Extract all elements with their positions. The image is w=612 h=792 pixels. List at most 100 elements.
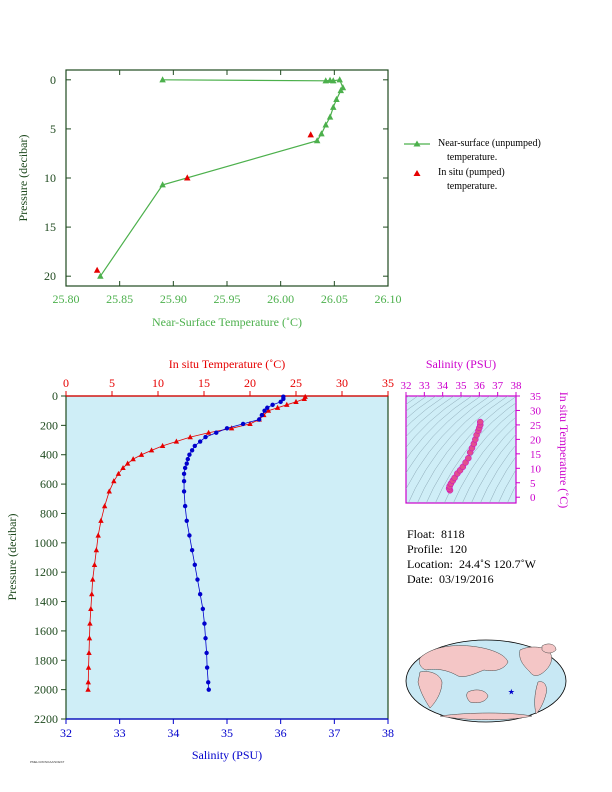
salinity-point [265,405,270,410]
salinity-point [182,465,188,471]
salinity-tick-label: 33 [114,726,126,740]
temperature-point [93,547,100,553]
temperature-point [247,420,253,426]
top-x-tick-label: 25.90 [160,292,187,306]
top-y-tick-label: 0 [50,73,56,87]
temperature-point [85,664,92,670]
temperature-point [124,460,131,466]
unpumped-temperature-point [159,76,166,83]
salinity-point [204,665,210,670]
temperature-point [106,488,112,494]
salinity-point [189,448,195,453]
unpumped-temperature-point [337,87,345,94]
ts-density-contour [406,396,491,490]
pumped-temperature-point [307,131,314,138]
profile-chart: 0 5 10 15 20 25 30 35 32 33 34 35 36 37 38 0 200 400 600… [5,357,394,762]
ts-y-tick-label: 10 [530,463,542,475]
temperature-point [91,561,98,567]
salinity-point [202,621,207,626]
ts-y-tick-label: 15 [530,449,542,461]
temperature-point [159,442,166,449]
top-x-tick-label: 26.10 [375,292,402,306]
top-x-axis-label: Near-Surface Temperature (˚C) [152,315,302,329]
ts-density-contour [406,396,473,460]
top-x-ticks: 25.80 25.85 25.90 25.95 26.00 26.05 26.10 [53,70,402,306]
salinity-point [214,430,219,435]
top-x-tick-label: 25.95 [214,292,241,306]
temperature-point [138,451,145,457]
ts-density-contour [416,396,509,503]
unpumped-temperature-point [326,113,334,120]
salinity-tick-label: 37 [328,726,340,740]
ts-y-tick-label: 30 [530,405,542,417]
salinity-point [192,562,197,568]
unpumped-temperature-point [322,121,329,128]
continent-australia [466,689,489,703]
salinity-point [184,518,189,523]
temperature-point [173,438,180,444]
salinity-point [195,577,200,582]
ts-density-contour [406,396,482,474]
continent-north-america [519,646,552,676]
salinity-tick-label: 34 [167,726,179,740]
ts-y-tick-label: 5 [530,478,536,490]
pumped-temperature-point [93,266,101,273]
salinity-point [187,452,192,457]
legend-label-pumped-1: In situ (pumped) [438,167,505,178]
temperature-point [284,401,290,407]
pressure-tick-label: 2200 [34,712,58,726]
unpumped-temperature-point [330,103,337,110]
continent-africa [417,671,443,709]
pressure-tick-label: 1600 [34,624,58,638]
salinity-point [200,606,206,612]
float-label: Float: [407,527,436,541]
top-x-tick-label: 25.85 [106,292,133,306]
ts-density-contour [452,416,516,503]
temperature-axis-label: In situ Temperature (˚C) [169,357,286,371]
ts-density-contour [406,396,437,419]
salinity-point [182,503,188,509]
top-x-tick-label: 26.00 [267,292,294,306]
ts-x-axis-label: Salinity (PSU) [426,357,496,371]
temperature-point [148,447,155,453]
float-info-location: Location: 24.4˚S 120.7˚W [407,557,536,572]
continent-greenland [541,643,557,654]
salinity-point [240,421,246,427]
temperature-point [274,404,281,410]
continent-antarctica [439,712,533,720]
ts-points [445,418,484,494]
pressure-tick-label: 600 [40,477,58,491]
ts-density-contour [506,484,516,503]
float-info-date: Date: 03/19/2016 [407,572,494,587]
salinity-point [184,461,189,466]
temperature-ticks: 0 5 10 15 20 25 30 35 [63,376,394,396]
date-value: 03/19/2016 [439,572,494,586]
top-x-tick-label: 26.05 [321,292,348,306]
salinity-point [187,533,192,538]
profile-label: Profile: [407,542,443,556]
pressure-tick-label: 200 [40,418,58,432]
pressure-ticks: 0 200 400 600 800 1000 1200 1400 1600 1800 2000 220… [34,389,66,726]
ts-y-tick-label: 25 [530,420,542,432]
ts-x-tick-label: 37 [492,380,504,392]
salinity-profile [181,394,286,692]
continent-south-america [534,681,547,715]
salinity-point [185,456,191,462]
salinity-point [206,680,211,685]
ts-density-contour [406,396,428,412]
ts-density-contour [406,396,464,448]
ts-y-ticks: 0 5 10 15 20 25 30 35 [516,391,542,504]
salinity-point [181,478,187,484]
top-y-tick-label: 20 [44,269,56,283]
salinity-tick-label: 38 [382,726,394,740]
legend-label-pumped-2: temperature. [447,181,498,192]
map-continents [417,643,557,720]
ts-point [477,418,484,426]
salinity-point [197,592,203,597]
continent-europe-asia [419,645,509,677]
ts-x-tick-label: 32 [401,380,412,392]
temperature-point [95,532,101,538]
temperature-point [98,517,104,523]
temperature-tick-label: 20 [244,376,256,390]
pressure-tick-label: 2000 [34,683,58,697]
